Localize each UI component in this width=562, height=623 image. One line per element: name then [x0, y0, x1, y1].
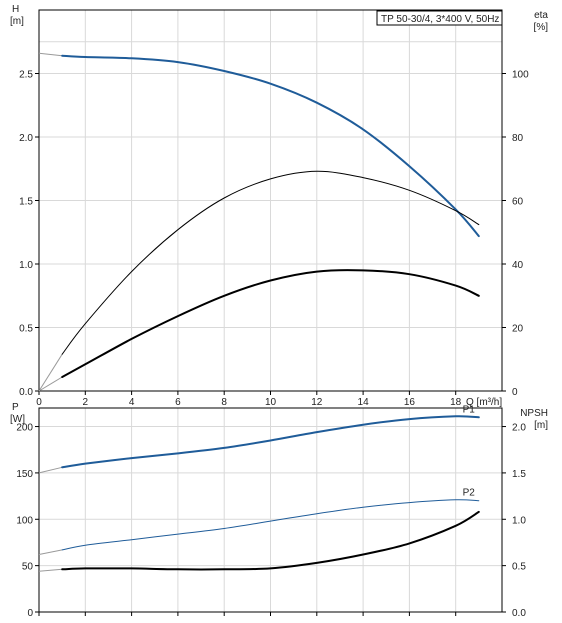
left-tick-label: 0: [27, 608, 33, 619]
right-tick-label: 60: [512, 197, 524, 208]
left-axis-unit: [m]: [10, 16, 24, 27]
x-tick-label: 18: [450, 397, 462, 408]
x-tick-label: 12: [311, 397, 323, 408]
left-tick-label: 0.5: [19, 324, 33, 335]
right-axis-unit: [m]: [534, 420, 548, 431]
series-line: [61, 54, 480, 238]
right-tick-label: 80: [512, 133, 524, 144]
left-tick-label: 100: [16, 515, 33, 526]
right-tick-label: 0.0: [512, 608, 526, 619]
x-tick-label: 6: [175, 397, 181, 408]
right-tick-label: 20: [512, 324, 524, 335]
info-box-text: TP 50-30/4, 3*400 V, 50Hz: [381, 14, 499, 25]
series-line: [61, 269, 480, 378]
series-line: [61, 510, 480, 571]
x-tick-label: 0: [36, 397, 42, 408]
series-p2-line: [61, 499, 480, 551]
left-tick-label: 1.0: [19, 260, 33, 271]
right-tick-label: 100: [512, 70, 529, 81]
right-tick-label: 1.5: [512, 469, 526, 480]
series-extension-line: [38, 466, 63, 474]
series-label-p2: P2: [463, 488, 476, 499]
power-npsh-panel: 0 50 100 150 200 0.0 0.5 1.0 1.5 2.0 P[W] NPSH[m] P1…: [10, 402, 548, 619]
x-tick-label: 16: [404, 397, 416, 408]
series-extension-line: [38, 353, 63, 392]
left-axis-unit: [W]: [10, 414, 25, 425]
x-tick-label: 2: [83, 397, 89, 408]
series-line: [61, 170, 480, 355]
left-tick-label: 50: [22, 562, 34, 573]
left-tick-label: 0.0: [19, 387, 33, 398]
right-axis-unit: [%]: [534, 22, 549, 33]
x-tick-label: 4: [129, 397, 135, 408]
series-extension-line: [38, 376, 63, 392]
x-tick-label: 8: [221, 397, 227, 408]
left-tick-label: 150: [16, 469, 33, 480]
right-tick-label: 1.0: [512, 515, 526, 526]
right-tick-label: 2.0: [512, 423, 526, 434]
x-axis-title: Q [m³/h]: [466, 397, 502, 408]
right-axis-title: NPSH: [520, 408, 548, 419]
series-extension-line: [38, 52, 63, 57]
series-extension-line: [38, 568, 63, 572]
x-tick-label: 14: [358, 397, 370, 408]
series-label-p1: P1: [463, 404, 476, 415]
left-tick-label: 200: [16, 423, 33, 434]
left-axis-title: H: [12, 4, 19, 15]
right-tick-label: 40: [512, 260, 524, 271]
series-extension-line: [38, 549, 63, 555]
info-box: [376, 10, 503, 26]
left-axis-title: P: [12, 402, 19, 413]
right-tick-label: 0.5: [512, 562, 526, 573]
head-efficiency-panel: 0 2 4 6 8 10 12 14 16 18 Q [m³/h] 0.0 0.5 1.0 1.5 2.0 2.…: [10, 4, 548, 408]
right-axis-title: eta: [534, 10, 548, 21]
series-p1-line: [61, 415, 480, 469]
x-tick-label: 10: [265, 397, 277, 408]
right-tick-label: 0: [512, 387, 518, 398]
left-tick-label: 1.5: [19, 197, 33, 208]
left-tick-label: 2.0: [19, 133, 33, 144]
left-tick-label: 2.5: [19, 70, 33, 81]
